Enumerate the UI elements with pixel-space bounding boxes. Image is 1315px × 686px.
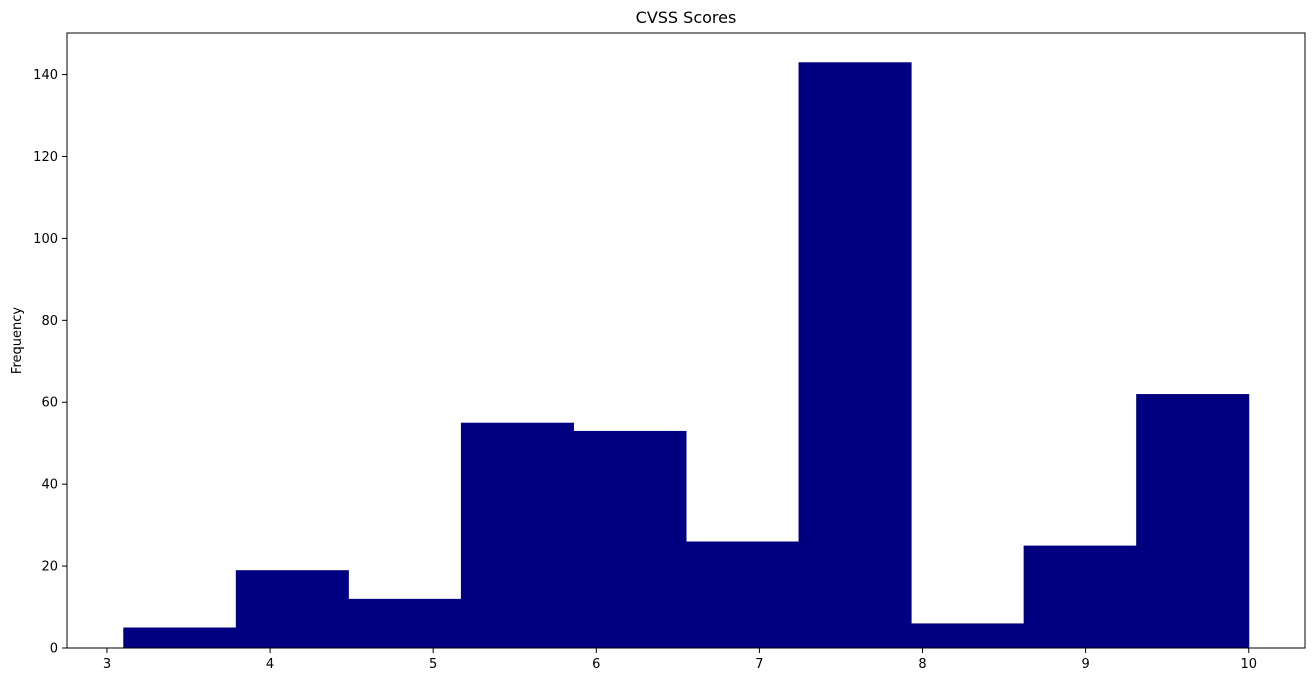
- x-axis-ticks: 3 4 5 6 7 8 9 10: [103, 648, 1257, 672]
- histogram-bar: [686, 541, 800, 648]
- chart-title: CVSS Scores: [636, 8, 737, 27]
- histogram-bar: [123, 627, 237, 648]
- plot-frame: [66, 32, 1306, 649]
- x-tick-label: 9: [1081, 657, 1089, 672]
- y-tick-label: 40: [41, 478, 58, 493]
- histogram-bar: [798, 62, 912, 649]
- x-tick-label: 3: [103, 657, 111, 672]
- y-tick-label: 20: [41, 560, 58, 575]
- x-tick-label: 5: [429, 657, 437, 672]
- histogram-bar: [573, 430, 687, 648]
- x-tick-label: 4: [266, 657, 274, 672]
- x-tick-label: 10: [1240, 657, 1257, 672]
- histogram-bar: [1023, 545, 1137, 648]
- x-tick-label: 7: [755, 657, 763, 672]
- histogram-bar: [235, 570, 349, 648]
- y-tick-label: 60: [41, 396, 58, 411]
- histogram-bar: [348, 598, 462, 648]
- y-tick-label: 120: [33, 150, 58, 165]
- y-tick-label: 0: [50, 642, 58, 657]
- y-axis-ticks: 0 20 40 60 80 100 120 140: [33, 68, 67, 657]
- y-tick-label: 140: [33, 68, 58, 83]
- y-axis-label: Frequency: [10, 307, 25, 374]
- x-tick-label: 8: [918, 657, 926, 672]
- y-tick-label: 80: [41, 314, 58, 329]
- bars-group: [123, 62, 1250, 649]
- histogram-bar: [460, 422, 574, 648]
- y-tick-label: 100: [33, 232, 58, 247]
- histogram-bar: [911, 623, 1025, 648]
- histogram-bar: [1136, 394, 1250, 648]
- x-tick-label: 6: [592, 657, 600, 672]
